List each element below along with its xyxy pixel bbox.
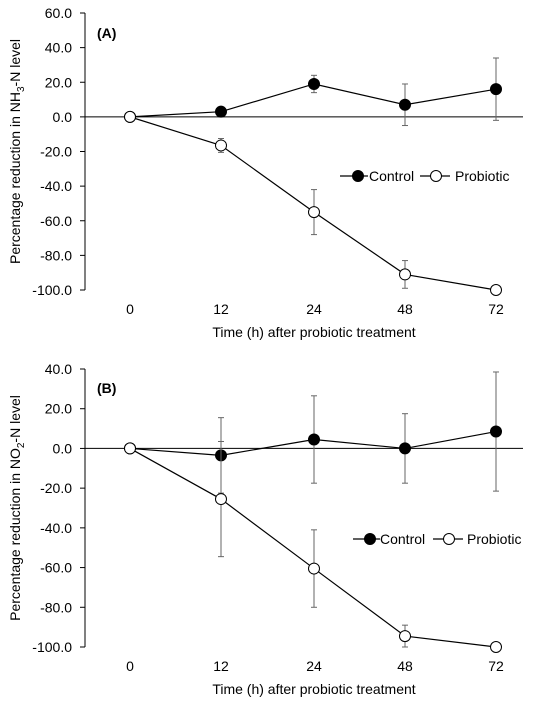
data-point <box>399 442 411 455</box>
y-tick-label: -40.0 <box>40 178 72 194</box>
legend-label-control: Control <box>369 168 414 184</box>
y-tick-label: -100.0 <box>32 639 72 655</box>
data-point <box>308 562 320 575</box>
x-tick-label: 48 <box>397 658 413 674</box>
y-tick-label: -80.0 <box>40 599 72 615</box>
y-tick-label: -100.0 <box>32 282 72 298</box>
data-point <box>399 268 411 281</box>
legend-marker-control <box>352 170 364 182</box>
x-tick-label: 0 <box>126 301 134 317</box>
y-axis-title-main: Percentage reduction in NH <box>7 92 23 264</box>
x-axis-title: Time (h) after probiotic treatment <box>212 324 415 340</box>
x-tick-label: 24 <box>306 658 322 674</box>
legend: Control Probiotic <box>353 531 521 547</box>
y-axis-title-subscript: 2 <box>16 442 27 448</box>
y-axis-title-suffix: -N level <box>7 395 23 442</box>
data-point <box>490 83 502 96</box>
legend-label-control: Control <box>380 531 425 547</box>
y-tick-label: 40.0 <box>45 361 72 377</box>
y-tick-label: 60.0 <box>45 5 72 21</box>
data-point <box>490 284 502 296</box>
y-tick-label: 0.0 <box>53 440 73 456</box>
legend-marker-probiotic <box>430 170 442 182</box>
data-point <box>308 433 320 446</box>
data-point <box>399 630 411 643</box>
data-point <box>124 110 136 123</box>
y-tick-label: -60.0 <box>40 560 72 576</box>
x-tick-label: 12 <box>213 658 229 674</box>
legend-marker-probiotic <box>443 533 455 545</box>
y-tick-label: -20.0 <box>40 480 72 496</box>
x-tick-label: 72 <box>488 301 504 317</box>
x-tick-label: 24 <box>306 301 322 317</box>
legend-marker-control <box>364 533 376 545</box>
y-tick-label: -60.0 <box>40 213 72 229</box>
y-axis-title: Percentage reduction in NO2-N level <box>7 395 27 621</box>
series-control <box>124 57 502 127</box>
panel-label: (A) <box>97 25 116 41</box>
series-control <box>124 371 502 494</box>
data-point <box>490 425 502 438</box>
y-tick-label: 0.0 <box>53 109 73 125</box>
y-tick-label: 20.0 <box>45 401 72 417</box>
data-point <box>399 98 411 111</box>
y-tick-label: 20.0 <box>45 74 72 90</box>
data-point <box>215 139 227 152</box>
legend-label-probiotic: Probiotic <box>455 168 509 184</box>
data-point <box>215 105 227 118</box>
data-point <box>490 641 502 653</box>
data-point <box>215 493 227 506</box>
legend-label-probiotic: Probiotic <box>467 531 521 547</box>
y-tick-label: -40.0 <box>40 520 72 536</box>
x-tick-label: 72 <box>488 658 504 674</box>
data-point <box>308 77 320 90</box>
x-axis-title: Time (h) after probiotic treatment <box>212 681 415 697</box>
data-point <box>124 442 136 455</box>
chart-panel-a: 60.0 40.0 20.0 0.0 -20.0 -40.0 -60.0 -80.0 -100.… <box>7 5 523 340</box>
series-probiotic <box>124 110 502 296</box>
panel-label: (B) <box>97 380 116 396</box>
y-tick-label: 40.0 <box>45 40 72 56</box>
y-axis-title-main: Percentage reduction in NO <box>7 448 23 621</box>
x-tick-label: 48 <box>397 301 413 317</box>
series-line <box>129 447 497 648</box>
y-tick-label: -20.0 <box>40 144 72 160</box>
y-axis-title: Percentage reduction in NH3-N level <box>7 39 27 264</box>
y-axis-title-suffix: -N level <box>7 39 23 86</box>
x-tick-label: 12 <box>213 301 229 317</box>
y-axis-title-subscript: 3 <box>16 86 27 92</box>
series-line <box>129 116 497 291</box>
series-probiotic <box>124 440 502 653</box>
y-tick-label: -80.0 <box>40 247 72 263</box>
data-point <box>308 206 320 219</box>
chart-panel-b: 40.0 20.0 0.0 -20.0 -40.0 -60.0 -80.0 -100.0 0 12… <box>7 361 523 697</box>
legend: Control Probiotic <box>340 168 509 184</box>
x-tick-label: 0 <box>126 658 134 674</box>
